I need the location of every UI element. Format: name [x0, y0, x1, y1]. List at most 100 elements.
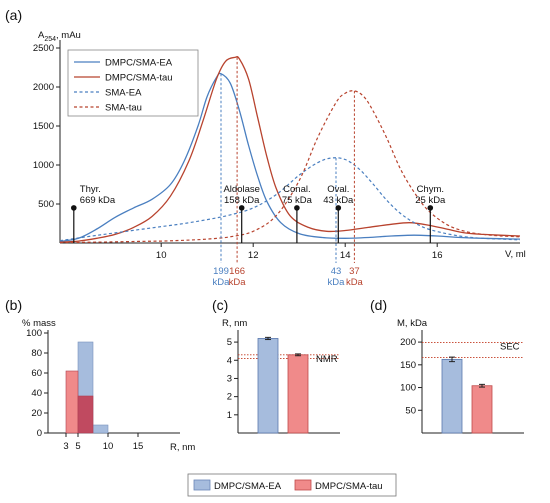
legend-swatch-ea [193, 479, 211, 491]
c-bar-0 [257, 338, 279, 434]
d-y-tick-label: 100 [400, 383, 416, 394]
d-y-tick-label: 50 [405, 405, 416, 416]
panel-a-label: (a) [5, 7, 22, 23]
a-marker-dot-3 [335, 205, 342, 211]
b-x-tick-label: 10 [103, 441, 114, 452]
a-series-line-2 [59, 157, 521, 242]
a-marker-mass-0: 669 kDa [80, 195, 116, 206]
a-marker-dot-0 [71, 205, 77, 211]
panel-c-bars [257, 336, 309, 434]
d-y-tick-label: 200 [400, 337, 416, 348]
panel-b-y-axis-label: % mass [22, 318, 56, 329]
d-bar-1 [471, 385, 493, 434]
b-y-tick-label: 40 [31, 388, 42, 399]
a-marker-name-4: Chym. [417, 184, 444, 195]
panel-b: (b) % mass 0 20 40 60 80 100 3 5 10 15 R, nm [5, 297, 195, 453]
a-peak-unit-0: kDa [213, 277, 231, 288]
a-marker-mass-1: 158 kDa [224, 195, 260, 206]
a-marker-name-2: Conal. [283, 184, 310, 195]
panel-c-y-axis-label: R, nm [222, 318, 247, 329]
a-peak-unit-1: kDa [229, 277, 247, 288]
panel-b-y-ticks: 0 20 40 60 80 100 [26, 328, 48, 439]
a-marker-name-1: Aldolase [223, 184, 259, 195]
panel-a-x-axis-label: V, ml [505, 249, 526, 260]
a-legend-label-1: DMPC/SMA-tau [105, 73, 173, 84]
d-ref-label: SEC [500, 342, 520, 353]
panel-d: (d) M, kDa SEC 50 100 150 200 [370, 297, 524, 434]
a-marker-dot-1 [238, 205, 245, 211]
panel-a-legend-box [67, 49, 199, 117]
a-series-line-0 [59, 72, 521, 243]
a-peak-value-0: 199 [213, 266, 229, 277]
b-x-tick-label: 5 [75, 441, 80, 452]
bottom-legend-box [187, 473, 397, 497]
a-x-tick-label: 16 [432, 250, 443, 261]
a-peak-unit-3: kDa [346, 277, 364, 288]
panel-a: (a) A254, mAu 500 1000 1500 2000 2500 10 12 14… [5, 7, 526, 288]
b-y-tick-label: 0 [37, 428, 42, 439]
a-marker-mass-3: 43 kDa [323, 195, 354, 206]
panel-a-y-ticks: 500 1000 1500 2000 2500 [33, 43, 60, 210]
b-y-tick-label: 60 [31, 368, 42, 379]
b-x-tick-label: 3 [63, 441, 68, 452]
a-y-tick-label: 1000 [33, 160, 54, 171]
a-marker-dot-4 [427, 205, 434, 211]
b-y-tick-label: 100 [26, 328, 42, 339]
a-peak-value-1: 166 [229, 266, 245, 277]
panel-d-bars [441, 356, 493, 434]
panel-b-label: (b) [5, 297, 22, 313]
panel-c: (c) R, nm NMR 1 2 3 4 5 [212, 297, 340, 434]
b-y-tick-label: 20 [31, 408, 42, 419]
panel-a-y-axis-label: A254, mAu [38, 30, 81, 43]
b-bar-tau-1 [77, 395, 94, 434]
c-ref-label: NMR [316, 354, 338, 365]
panel-a-series [59, 56, 521, 244]
panel-b-x-axis-label: R, nm [170, 442, 195, 453]
panel-c-label: (c) [212, 297, 228, 313]
a-y-tick-label: 2000 [33, 82, 54, 93]
a-peak-value-3: 37 [349, 266, 360, 277]
legend-label-ea: DMPC/SMA-EA [214, 481, 282, 492]
c-y-tick-label: 2 [227, 392, 232, 403]
a-legend-label-3: SMA-tau [105, 103, 142, 114]
panel-a-x-ticks: 10 12 14 16 [156, 243, 443, 261]
bottom-legend: DMPC/SMA-EA DMPC/SMA-tau [187, 473, 397, 497]
a-x-tick-label: 14 [340, 250, 351, 261]
panel-d-label: (d) [370, 297, 387, 313]
d-bar-0 [441, 358, 463, 434]
a-y-tick-label: 2500 [33, 43, 54, 54]
panel-b-bars [65, 341, 109, 434]
d-y-tick-label: 150 [400, 360, 416, 371]
a-y-tick-label: 500 [38, 199, 54, 210]
a-y-tick-label: 1500 [33, 121, 54, 132]
c-y-tick-label: 4 [227, 355, 232, 366]
a-series-line-3 [59, 90, 521, 244]
panel-b-x-ticks: 3 5 10 15 [63, 433, 143, 452]
a-marker-mass-2: 75 kDa [282, 195, 313, 206]
b-bar-tau-0 [65, 370, 79, 434]
b-bar-ea-1 [92, 424, 109, 434]
a-marker-dot-2 [294, 205, 300, 211]
a-marker-name-0: Thyr. [80, 184, 101, 195]
c-y-tick-label: 5 [227, 337, 232, 348]
legend-label-tau: DMPC/SMA-tau [315, 481, 383, 492]
panel-d-reference-lines: SEC [422, 342, 524, 358]
panel-c-y-ticks: 1 2 3 4 5 [227, 337, 238, 421]
a-marker-mass-4: 25 kDa [415, 195, 446, 206]
legend-swatch-tau [294, 479, 312, 491]
b-y-tick-label: 80 [31, 348, 42, 359]
panel-d-y-axis-label: M, kDa [397, 318, 428, 329]
a-x-tick-label: 12 [248, 250, 259, 261]
a-marker-name-3: Oval. [327, 184, 349, 195]
panel-a-legend: DMPC/SMA-EA DMPC/SMA-tau SMA-EA SMA-tau [67, 49, 199, 117]
b-x-tick-label: 15 [133, 441, 144, 452]
a-peak-unit-2: kDa [328, 277, 346, 288]
c-bar-1 [287, 354, 309, 434]
a-legend-label-2: SMA-EA [105, 88, 142, 99]
panel-d-y-ticks: 50 100 150 200 [400, 337, 422, 416]
a-peak-value-2: 43 [331, 266, 342, 277]
c-y-tick-label: 3 [227, 373, 232, 384]
